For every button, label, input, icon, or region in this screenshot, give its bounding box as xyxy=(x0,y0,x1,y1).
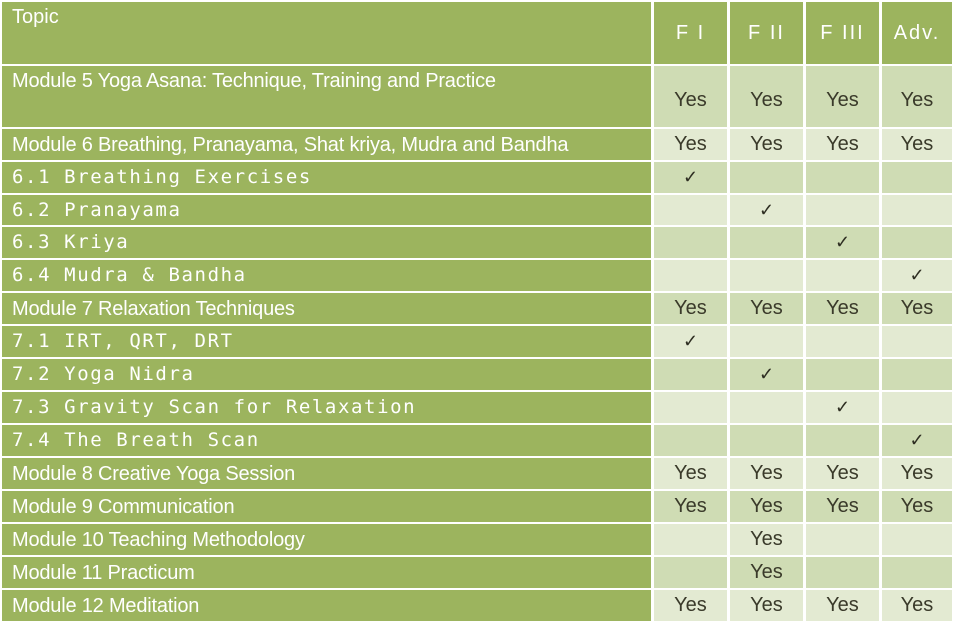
cell-f3 xyxy=(806,524,879,555)
cell-f1: Yes xyxy=(654,491,727,522)
header-f2: F II xyxy=(730,2,803,64)
cell-f2 xyxy=(730,227,803,258)
row-topic: Module 12 Meditation xyxy=(2,590,651,621)
cell-f3: Yes xyxy=(806,458,879,489)
cell-f3: Yes xyxy=(806,66,879,127)
cell-f2 xyxy=(730,392,803,423)
cell-f2: ✓ xyxy=(730,195,803,225)
header-adv: Adv. xyxy=(882,2,952,64)
row-topic: Module 10 Teaching Methodology xyxy=(2,524,651,555)
cell-adv: Yes xyxy=(882,129,952,160)
cell-adv xyxy=(882,162,952,193)
cell-f3 xyxy=(806,359,879,390)
header-f3: F III xyxy=(806,2,879,64)
cell-f3 xyxy=(806,260,879,291)
cell-f2: Yes xyxy=(730,524,803,555)
row-topic: 6.1 Breathing Exercises xyxy=(2,162,651,193)
row-topic: Module 9 Communication xyxy=(2,491,651,522)
cell-f1: Yes xyxy=(654,66,727,127)
cell-adv xyxy=(882,557,952,588)
row-topic: 7.3 Gravity Scan for Relaxation xyxy=(2,392,651,423)
row-topic: 6.4 Mudra & Bandha xyxy=(2,260,651,291)
cell-f1: Yes xyxy=(654,129,727,160)
cell-f1: ✓ xyxy=(654,162,727,193)
cell-adv: Yes xyxy=(882,293,952,324)
cell-f2: Yes xyxy=(730,557,803,588)
header-f1: F I xyxy=(654,2,727,64)
cell-f3: ✓ xyxy=(806,227,879,258)
cell-adv: ✓ xyxy=(882,260,952,291)
cell-f3: Yes xyxy=(806,590,879,621)
cell-adv: Yes xyxy=(882,66,952,127)
cell-f2: Yes xyxy=(730,458,803,489)
cell-f1 xyxy=(654,392,727,423)
header-topic: Topic xyxy=(2,2,651,64)
row-topic: Module 8 Creative Yoga Session xyxy=(2,458,651,489)
cell-adv xyxy=(882,359,952,390)
cell-f1 xyxy=(654,557,727,588)
cell-f2 xyxy=(730,260,803,291)
cell-f2: Yes xyxy=(730,590,803,621)
cell-f3 xyxy=(806,425,879,456)
cell-f1: Yes xyxy=(654,293,727,324)
cell-f1 xyxy=(654,260,727,291)
cell-adv xyxy=(882,524,952,555)
row-topic: Module 11 Practicum xyxy=(2,557,651,588)
cell-f2 xyxy=(730,425,803,456)
cell-f2: Yes xyxy=(730,293,803,324)
row-topic: Module 5 Yoga Asana: Technique, Training… xyxy=(2,66,651,127)
cell-f2: Yes xyxy=(730,491,803,522)
cell-adv xyxy=(882,227,952,258)
cell-f2 xyxy=(730,326,803,357)
row-topic: 6.2 Pranayama xyxy=(2,195,651,225)
row-topic: 7.1 IRT, QRT, DRT xyxy=(2,326,651,357)
cell-adv: Yes xyxy=(882,590,952,621)
cell-f3: ✓ xyxy=(806,392,879,423)
cell-f3 xyxy=(806,195,879,225)
cell-f3 xyxy=(806,326,879,357)
row-topic: 6.3 Kriya xyxy=(2,227,651,258)
cell-f1 xyxy=(654,425,727,456)
cell-f1: ✓ xyxy=(654,326,727,357)
cell-f3: Yes xyxy=(806,129,879,160)
row-topic: 7.2 Yoga Nidra xyxy=(2,359,651,390)
cell-adv: Yes xyxy=(882,491,952,522)
cell-f2: ✓ xyxy=(730,359,803,390)
cell-f2: Yes xyxy=(730,66,803,127)
cell-f1: Yes xyxy=(654,458,727,489)
cell-adv: Yes xyxy=(882,458,952,489)
cell-f1 xyxy=(654,195,727,225)
cell-adv xyxy=(882,195,952,225)
cell-f3: Yes xyxy=(806,491,879,522)
row-topic: Module 7 Relaxation Techniques xyxy=(2,293,651,324)
row-topic: Module 6 Breathing, Pranayama, Shat kriy… xyxy=(2,129,651,160)
cell-f3 xyxy=(806,557,879,588)
cell-f1 xyxy=(654,227,727,258)
cell-f1 xyxy=(654,359,727,390)
cell-f2 xyxy=(730,162,803,193)
cell-adv: ✓ xyxy=(882,425,952,456)
row-topic: 7.4 The Breath Scan xyxy=(2,425,651,456)
cell-f2: Yes xyxy=(730,129,803,160)
cell-adv xyxy=(882,326,952,357)
cell-f3 xyxy=(806,162,879,193)
cell-adv xyxy=(882,392,952,423)
cell-f1: Yes xyxy=(654,590,727,621)
cell-f1 xyxy=(654,524,727,555)
cell-f3: Yes xyxy=(806,293,879,324)
